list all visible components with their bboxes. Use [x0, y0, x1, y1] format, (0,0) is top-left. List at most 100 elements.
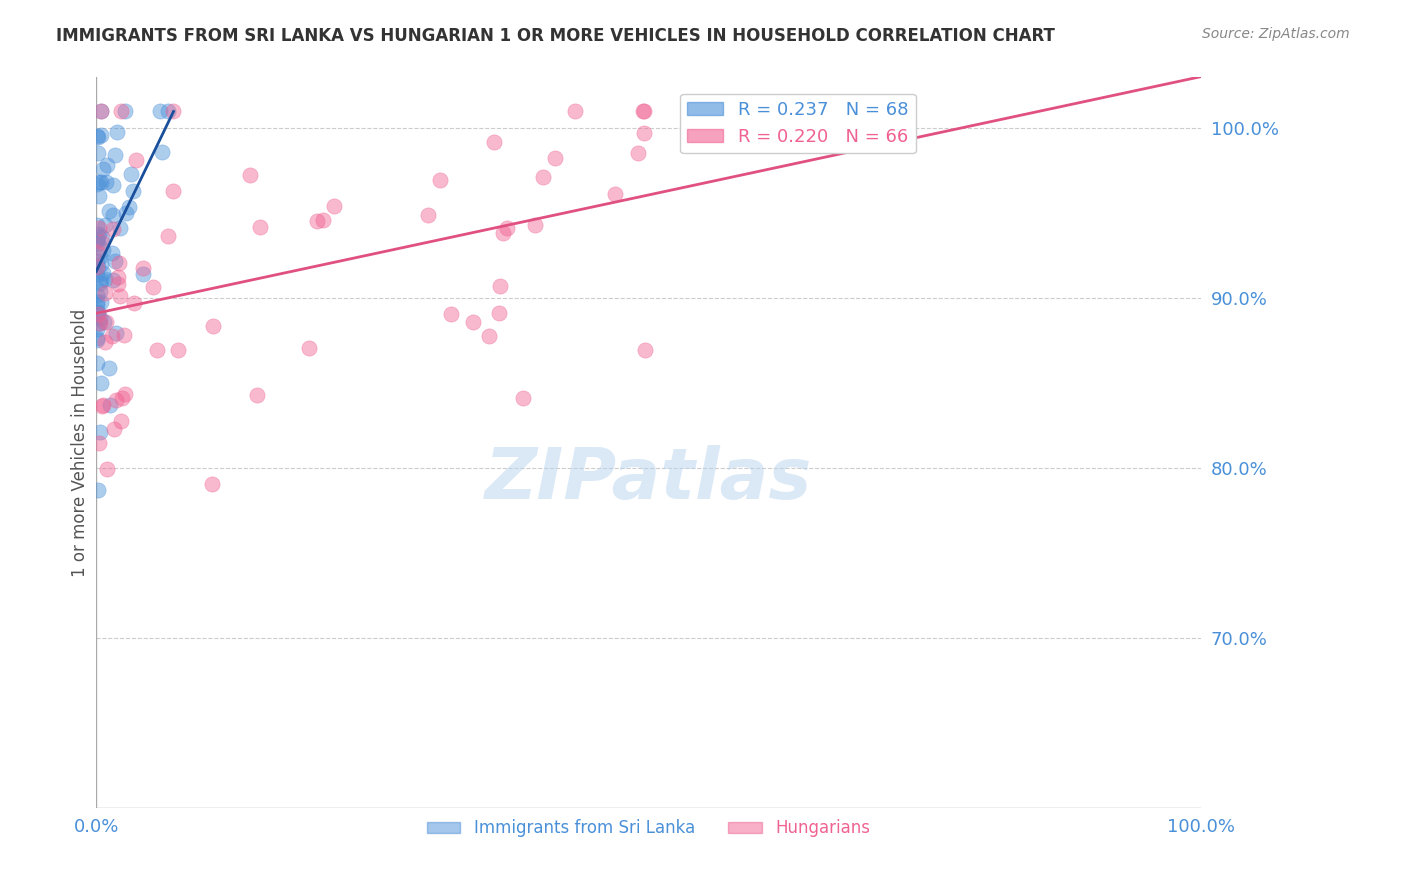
Hungarians — [564, 104, 586, 119]
Hungarians — [112, 328, 135, 343]
Immigrants from Sri Lanka — [89, 425, 111, 439]
Hungarians — [312, 213, 335, 227]
Hungarians — [463, 315, 485, 329]
Immigrants from Sri Lanka — [89, 310, 111, 325]
Hungarians — [131, 260, 153, 275]
Immigrants from Sri Lanka — [89, 175, 111, 189]
Immigrants from Sri Lanka — [94, 175, 117, 189]
Immigrants from Sri Lanka — [100, 246, 122, 260]
Hungarians — [91, 398, 114, 412]
Immigrants from Sri Lanka — [90, 273, 112, 287]
Hungarians — [107, 277, 129, 291]
Immigrants from Sri Lanka — [90, 376, 112, 390]
Y-axis label: 1 or more Vehicles in Household: 1 or more Vehicles in Household — [72, 309, 89, 577]
Hungarians — [429, 173, 451, 187]
Hungarians — [246, 388, 269, 402]
Immigrants from Sri Lanka — [86, 333, 108, 347]
Hungarians — [111, 391, 134, 405]
Hungarians — [201, 318, 224, 333]
Hungarians — [162, 184, 184, 198]
Immigrants from Sri Lanka — [91, 243, 114, 257]
Immigrants from Sri Lanka — [90, 294, 112, 309]
Immigrants from Sri Lanka — [90, 104, 112, 119]
Immigrants from Sri Lanka — [86, 298, 108, 312]
Hungarians — [322, 198, 344, 212]
Hungarians — [633, 126, 655, 140]
Immigrants from Sri Lanka — [89, 250, 111, 264]
Immigrants from Sri Lanka — [93, 272, 115, 286]
Hungarians — [89, 221, 111, 235]
Immigrants from Sri Lanka — [98, 361, 121, 376]
Immigrants from Sri Lanka — [86, 356, 108, 370]
Immigrants from Sri Lanka — [86, 288, 108, 302]
Hungarians — [91, 399, 114, 413]
Hungarians — [626, 146, 648, 161]
Immigrants from Sri Lanka — [93, 316, 115, 330]
Hungarians — [512, 391, 534, 405]
Hungarians — [110, 413, 132, 427]
Hungarians — [418, 209, 440, 223]
Hungarians — [298, 341, 321, 355]
Immigrants from Sri Lanka — [98, 399, 121, 413]
Hungarians — [90, 235, 112, 250]
Immigrants from Sri Lanka — [97, 204, 120, 219]
Hungarians — [89, 316, 111, 330]
Hungarians — [107, 270, 129, 285]
Hungarians — [125, 153, 148, 168]
Immigrants from Sri Lanka — [101, 208, 124, 222]
Hungarians — [488, 306, 510, 320]
Hungarians — [440, 307, 463, 321]
Immigrants from Sri Lanka — [86, 306, 108, 320]
Immigrants from Sri Lanka — [150, 145, 173, 159]
Hungarians — [96, 315, 118, 329]
Hungarians — [108, 289, 131, 303]
Immigrants from Sri Lanka — [91, 229, 114, 244]
Hungarians — [104, 392, 127, 407]
Immigrants from Sri Lanka — [87, 483, 110, 497]
Immigrants from Sri Lanka — [149, 104, 172, 119]
Immigrants from Sri Lanka — [87, 235, 110, 250]
Hungarians — [633, 104, 655, 119]
Hungarians — [86, 245, 108, 260]
Immigrants from Sri Lanka — [89, 227, 111, 241]
Hungarians — [634, 343, 657, 358]
Hungarians — [201, 477, 224, 491]
Hungarians — [94, 285, 117, 300]
Hungarians — [86, 260, 108, 274]
Immigrants from Sri Lanka — [91, 266, 114, 280]
Hungarians — [478, 329, 501, 343]
Hungarians — [156, 229, 179, 244]
Hungarians — [87, 435, 110, 450]
Text: ZIPatlas: ZIPatlas — [485, 445, 813, 514]
Hungarians — [110, 104, 132, 119]
Immigrants from Sri Lanka — [118, 200, 141, 214]
Immigrants from Sri Lanka — [87, 305, 110, 319]
Hungarians — [146, 343, 169, 357]
Hungarians — [96, 461, 118, 475]
Hungarians — [531, 170, 554, 185]
Hungarians — [142, 280, 165, 294]
Immigrants from Sri Lanka — [132, 267, 155, 281]
Immigrants from Sri Lanka — [101, 273, 124, 287]
Immigrants from Sri Lanka — [87, 260, 110, 274]
Immigrants from Sri Lanka — [122, 184, 145, 198]
Immigrants from Sri Lanka — [90, 128, 112, 142]
Hungarians — [108, 256, 131, 270]
Immigrants from Sri Lanka — [87, 317, 110, 331]
Hungarians — [239, 169, 262, 183]
Immigrants from Sri Lanka — [89, 285, 111, 299]
Immigrants from Sri Lanka — [87, 189, 110, 203]
Hungarians — [489, 279, 512, 293]
Hungarians — [633, 104, 655, 119]
Immigrants from Sri Lanka — [115, 206, 138, 220]
Immigrants from Sri Lanka — [86, 231, 108, 245]
Immigrants from Sri Lanka — [86, 253, 108, 268]
Immigrants from Sri Lanka — [104, 148, 127, 162]
Hungarians — [103, 422, 125, 436]
Immigrants from Sri Lanka — [86, 234, 108, 248]
Immigrants from Sri Lanka — [93, 161, 115, 176]
Immigrants from Sri Lanka — [114, 104, 136, 119]
Immigrants from Sri Lanka — [105, 125, 128, 139]
Hungarians — [166, 343, 188, 357]
Immigrants from Sri Lanka — [86, 268, 108, 282]
